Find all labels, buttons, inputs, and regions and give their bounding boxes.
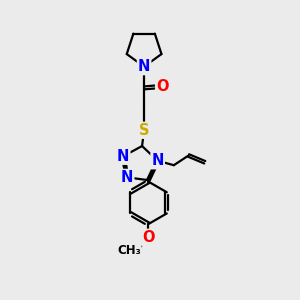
Text: N: N — [138, 59, 150, 74]
Text: O: O — [142, 230, 155, 245]
Text: N: N — [117, 149, 129, 164]
Text: CH₃: CH₃ — [117, 244, 141, 257]
Text: S: S — [139, 123, 149, 138]
Text: O: O — [156, 79, 169, 94]
Text: N: N — [152, 153, 164, 168]
Text: N: N — [121, 170, 133, 185]
